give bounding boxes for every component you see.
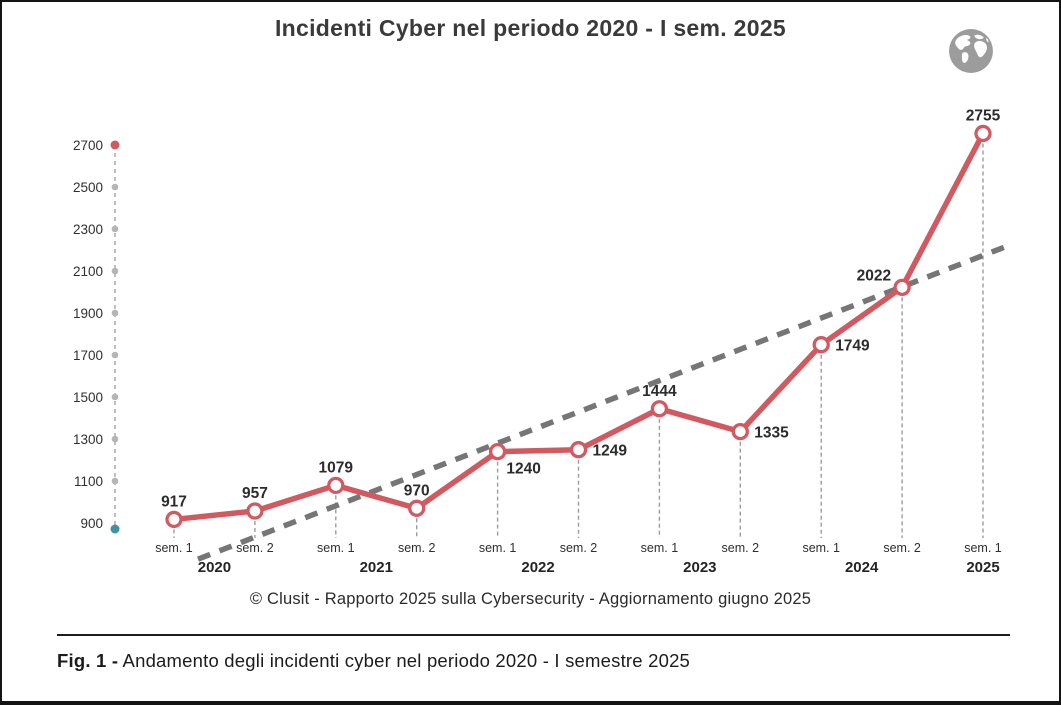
data-point-value: 970: [404, 482, 430, 499]
data-point-value: 1249: [593, 443, 628, 460]
x-axis-year-label: 2022: [521, 559, 554, 576]
x-axis-year-label: 2023: [683, 559, 716, 576]
data-point-value: 1335: [754, 425, 789, 442]
figure-caption: Fig. 1 - Andamento degli incidenti cyber…: [57, 650, 1019, 672]
chart-title: Incidenti Cyber nel periodo 2020 - I sem…: [274, 15, 787, 41]
y-axis-tick-label: 900: [80, 516, 103, 531]
y-axis-tick-dot: [111, 435, 119, 443]
y-axis-tick-label: 2100: [73, 264, 103, 279]
x-axis-year-label: 2025: [966, 559, 999, 576]
x-axis-sem-label: sem. 2: [236, 541, 274, 555]
y-axis-tick-dot: [111, 225, 119, 233]
x-axis-sem-label: sem. 1: [317, 541, 355, 555]
x-axis-sem-label: sem. 2: [722, 541, 760, 555]
x-axis-sem-label: sem. 2: [398, 541, 436, 555]
data-point-value: 917: [161, 493, 187, 510]
x-axis-sem-label: sem. 1: [155, 541, 193, 555]
y-axis-tick-dot: [111, 267, 119, 275]
y-axis-tick-dot: [111, 393, 119, 401]
y-axis-top-dot: [110, 140, 120, 150]
data-point-value: 1749: [835, 338, 870, 355]
data-point-marker: [974, 124, 992, 143]
x-axis-year-label: 2024: [845, 559, 879, 576]
data-point-marker: [812, 336, 830, 354]
y-axis-tick-label: 2500: [73, 180, 103, 195]
data-point-marker: [165, 510, 183, 529]
x-axis-sem-label: sem. 1: [479, 541, 517, 555]
y-axis-tick-dot: [111, 477, 119, 485]
figure-caption-text: Andamento degli incidenti cyber nel peri…: [118, 650, 691, 671]
data-point-marker: [246, 502, 264, 520]
y-axis-tick-label: 1500: [73, 390, 103, 405]
data-point-marker: [650, 400, 669, 418]
y-axis-tick-label: 1100: [74, 474, 103, 489]
x-axis-sem-label: sem. 2: [560, 541, 598, 555]
data-point-value: 1240: [506, 461, 540, 478]
y-axis-tick-label: 1300: [73, 432, 103, 447]
x-axis-sem-label: sem. 1: [964, 541, 1002, 555]
data-point-marker: [408, 499, 426, 517]
y-axis-tick-label: 1900: [73, 306, 103, 321]
x-axis-sem-label: sem. 1: [802, 541, 840, 555]
trend-line: [197, 244, 1005, 562]
copyright-note: © Clusit - Rapporto 2025 sulla Cybersecu…: [249, 590, 812, 608]
y-axis-tick-label: 2300: [73, 222, 103, 237]
data-point-marker: [327, 476, 345, 495]
y-axis-tick-dot: [111, 183, 119, 191]
data-point-value: 1079: [319, 459, 354, 476]
x-axis-sem-label: sem. 2: [883, 541, 921, 555]
data-point-marker: [731, 422, 749, 441]
data-point-value: 2755: [966, 107, 1001, 124]
x-axis-year-label: 2021: [360, 559, 393, 576]
data-point-value: 2022: [857, 267, 891, 284]
data-point-marker: [893, 278, 911, 297]
y-axis-tick-dot: [111, 309, 119, 317]
caption-divider: [57, 634, 1010, 636]
globe-icon: [948, 28, 994, 74]
y-axis-tick-dot: [111, 351, 119, 359]
data-point-marker: [569, 441, 588, 459]
y-axis-tick-label: 1700: [73, 348, 103, 363]
data-point-value: 1444: [642, 383, 677, 400]
y-axis-tick-label: 2700: [73, 138, 103, 153]
data-point-marker: [488, 442, 507, 461]
y-axis-bottom-dot: [110, 524, 120, 534]
figure-label: Fig. 1 -: [57, 650, 119, 671]
x-axis-sem-label: sem. 1: [641, 541, 679, 555]
data-point-value: 957: [242, 485, 268, 502]
x-axis-year-label: 2020: [198, 559, 231, 576]
